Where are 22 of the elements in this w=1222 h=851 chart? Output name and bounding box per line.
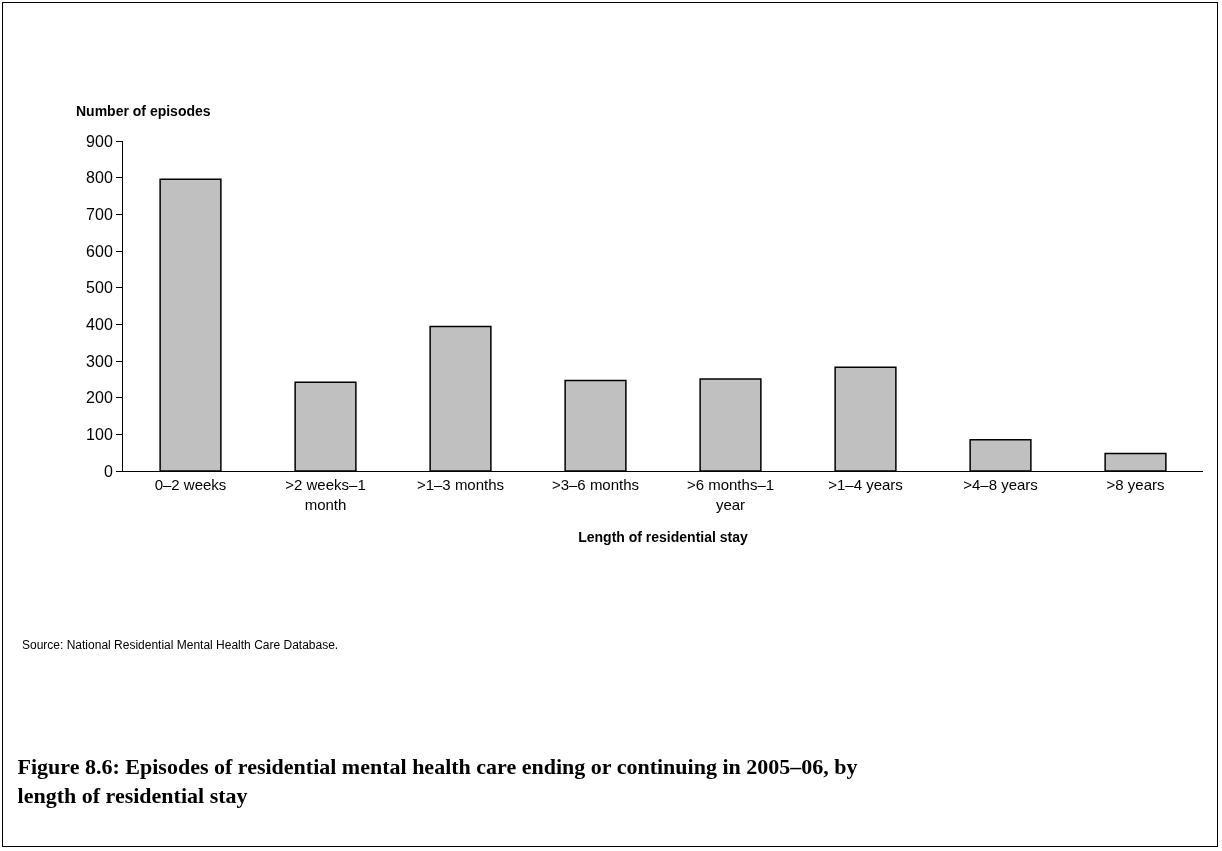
y-axis-title: Number of episodes <box>76 103 211 119</box>
y-tick-label: 600 <box>86 242 113 260</box>
x-tick-label: >3–6 months <box>551 476 640 493</box>
text: Figure 8.6: Episodes of residential mental health care ending or continuing in 2005–06, by length of residential stay <box>17 754 858 808</box>
x-tick-label: >1–3 months <box>416 476 505 493</box>
y-tick-label: 500 <box>86 279 113 297</box>
y-tick-label: 800 <box>86 169 113 187</box>
x-tick-label: >2 weeks–1 month <box>285 476 366 513</box>
y-tick-label: 200 <box>86 389 113 407</box>
x-tick-label: >4–8 years <box>963 476 1038 493</box>
x-tick-label: >6 months–1 year <box>686 476 775 513</box>
x-axis-title: Length of residential stay <box>578 528 748 545</box>
source-note: Source: National Residential Mental Health Care Database. <box>22 638 339 652</box>
y-tick-label: 700 <box>86 205 113 223</box>
y-tick-label: 400 <box>86 315 113 333</box>
x-tick-label: 0–2 weeks <box>154 476 227 493</box>
x-tick-label: >8 years <box>1106 476 1165 493</box>
y-tick-label: 900 <box>86 132 113 150</box>
y-tick-label: 0 <box>103 462 113 480</box>
y-tick-label: 300 <box>86 352 113 370</box>
y-tick-label: 100 <box>86 425 113 443</box>
x-tick-label: >1–4 years <box>828 476 903 493</box>
